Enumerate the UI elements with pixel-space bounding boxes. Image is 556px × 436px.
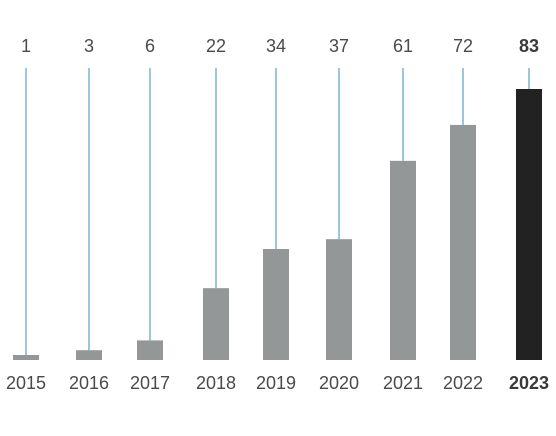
category-label-2023: 2023 [509, 373, 549, 393]
bar-2022 [450, 124, 476, 360]
bar-2020 [326, 239, 352, 360]
bar-2018 [203, 288, 229, 360]
category-label-2016: 2016 [69, 373, 109, 393]
value-label-2020: 37 [329, 36, 349, 56]
value-label-2019: 34 [266, 36, 286, 56]
value-label-2023: 83 [519, 36, 539, 56]
category-label-2022: 2022 [443, 373, 483, 393]
bar-2019 [263, 248, 289, 360]
category-label-2021: 2021 [383, 373, 423, 393]
category-label-2015: 2015 [6, 373, 46, 393]
leader-lines [25, 68, 530, 355]
value-label-2022: 72 [453, 36, 473, 56]
bars [13, 89, 542, 360]
category-label-2018: 2018 [196, 373, 236, 393]
category-label-2019: 2019 [256, 373, 296, 393]
bar-2017 [137, 340, 163, 360]
bar-2021 [390, 160, 416, 360]
bar-2015 [13, 355, 39, 360]
value-label-2016: 3 [84, 36, 94, 56]
value-label-2018: 22 [206, 36, 226, 56]
value-label-2021: 61 [393, 36, 413, 56]
category-labels: 2015 2016 2017 2018 2019 2020 2021 2022 2023 [6, 373, 549, 393]
category-label-2017: 2017 [130, 373, 170, 393]
bar-2016 [76, 350, 102, 360]
value-label-2015: 1 [21, 36, 31, 56]
bar-2023 [516, 89, 542, 360]
category-label-2020: 2020 [319, 373, 359, 393]
value-labels: 1 3 6 22 34 37 61 72 83 [21, 36, 539, 56]
value-label-2017: 6 [145, 36, 155, 56]
